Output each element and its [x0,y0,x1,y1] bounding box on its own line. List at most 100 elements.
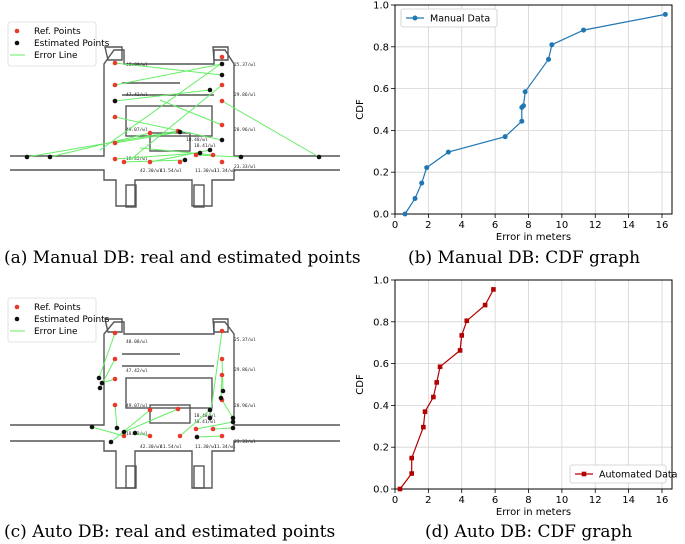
y-axis-label: CDF [355,99,366,120]
x-tick-label: 2 [425,495,431,506]
room-label: 18.48/wl [194,413,216,419]
x-tick-label: 8 [525,220,531,231]
room-label: 49.07/wl [126,127,148,133]
floorplan-legend: Ref. Points Estimated Points Error Line [7,21,110,67]
room-label: 18.41/wl [194,419,216,425]
room-label: 11.30/wl [195,444,217,450]
series-line [399,289,495,490]
x-tick-label: 4 [459,495,465,506]
room-label: 25.37/wl [234,337,256,343]
room-label: 23.33/wl [234,164,256,170]
room-label: 18.42/wl [126,156,148,162]
legend-label: Error Line [34,327,78,337]
cdf-chart-manual: 0 2 4 6 8 10 12 14 16 0.0 0.2 0.4 0.6 0.8 1.0 Error in … [355,1,673,243]
room-label: 41.54/wl [160,444,182,450]
data-point [502,134,508,140]
data-point [434,380,440,385]
y-tick-label: 1.0 [373,276,389,287]
room-label: 11.34/wl [214,168,236,174]
x-tick-label: 14 [622,220,635,231]
x-tick-label: 0 [392,220,398,231]
room-label: 42.30/wl [140,168,162,174]
legend-label: Error Line [34,51,78,61]
room-label: 47.42/wl [126,368,148,374]
floorplan-legend: Ref. Points Estimated Points Error Line [7,297,110,343]
floorplan-walls [10,318,340,489]
room-label: 11.34/wl [214,444,236,450]
x-tick-label: 6 [492,220,498,231]
data-point [482,302,488,308]
data-point [437,364,443,370]
y-tick-label: 0.8 [373,317,389,328]
data-point [419,180,425,186]
legend-label: Automated Data [599,470,677,481]
plot-frame [394,279,673,490]
estimated-points [89,375,236,445]
x-tick-label: 4 [459,220,465,231]
x-tick-label: 6 [492,495,498,506]
data-point [421,424,426,430]
x-tick-label: 8 [525,495,531,506]
error-lines [26,62,320,163]
room-label: 28.96/wl [234,403,256,409]
room-label: 18.48/wl [186,137,208,143]
data-point [412,196,418,202]
data-point [431,394,436,400]
y-tick-label: 0.4 [373,126,389,137]
room-label: 25.37/wl [234,62,256,68]
room-label: 23.33/wl [234,439,256,445]
caption-d: (d) Auto DB: CDF graph [425,522,633,542]
data-point [409,455,414,461]
y-tick-label: 1.0 [373,1,389,12]
data-point [402,211,408,217]
room-label: 47.42/wl [126,92,148,98]
caption-b: (b) Manual DB: CDF graph [408,248,641,268]
room-label: 41.54/wl [160,168,182,174]
data-point [491,287,496,292]
room-label: 28.96/wl [234,127,256,133]
legend-box [400,8,498,28]
plot-frame [394,4,673,215]
data-point [522,89,528,95]
cdf-chart-auto: 0 2 4 6 8 10 12 14 16 0.0 0.2 0.4 0.6 0.8 1.0 Error in … [355,276,677,519]
data-point [397,486,403,492]
x-axis-label: Error in meters [496,232,571,243]
data-point [422,409,428,414]
data-point [409,471,414,476]
floorplan-walls [10,46,340,208]
data-point [520,103,526,109]
data-point [457,348,463,353]
x-tick-label: 16 [656,495,669,506]
legend-label: Manual Data [430,14,490,25]
data-point [519,118,525,124]
floorplan-manual: 48.08/wl 47.42/wl 49.07/wl 18.48/wl 18.4… [7,21,340,208]
y-tick-label: 0.6 [373,84,389,95]
y-tick-label: 0.2 [373,443,389,454]
room-label: 29.86/wl [234,367,256,373]
data-point [549,42,555,48]
x-tick-label: 12 [589,220,602,231]
data-point [662,11,668,17]
x-tick-label: 10 [556,495,569,506]
series-line [404,13,666,215]
room-label: 42.30/wl [140,444,162,450]
data-point [424,165,430,171]
x-tick-label: 16 [656,220,669,231]
y-axis-label: CDF [355,374,366,395]
legend-marker [581,471,587,477]
legend-box [569,464,667,484]
legend-label: Estimated Points [34,39,110,49]
x-tick-label: 2 [425,220,431,231]
legend-label: Estimated Points [34,315,110,325]
legend-label: Ref. Points [34,27,81,37]
legend-marker [412,15,418,21]
data-point [445,149,451,155]
y-tick-label: 0.4 [373,401,389,412]
caption-a: (a) Manual DB: real and estimated points [4,248,361,268]
legend-label: Ref. Points [34,303,81,313]
x-tick-label: 14 [622,495,635,506]
caption-c: (c) Auto DB: real and estimated points [4,522,336,542]
floorplan-auto: 48.08/wl 47.42/wl 49.07/wl 18.48/wl 18.4… [7,297,340,489]
y-tick-label: 0.6 [373,359,389,370]
